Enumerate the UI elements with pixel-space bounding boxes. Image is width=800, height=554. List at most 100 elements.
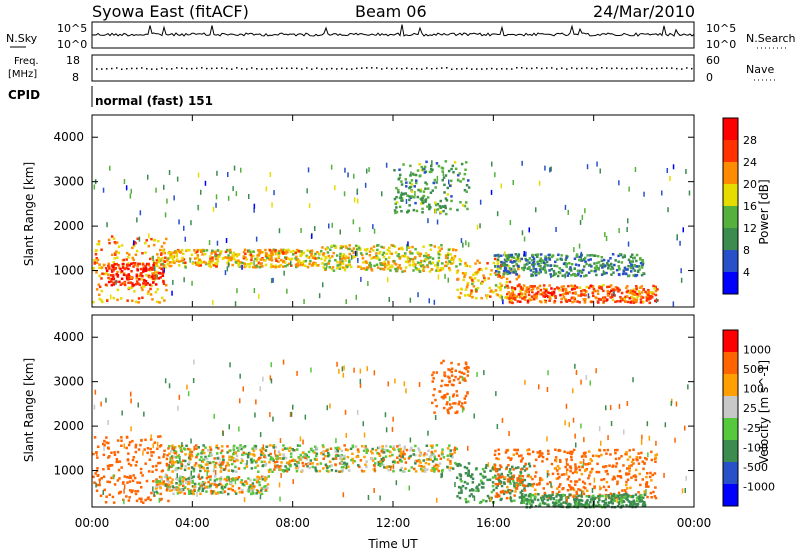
heatmap-cell: [685, 169, 687, 174]
heatmap-cell: [443, 264, 447, 268]
heatmap-cell: [534, 268, 538, 271]
heatmap-cell: [207, 461, 210, 465]
heatmap-cell: [450, 367, 454, 370]
heatmap-cell: [127, 286, 131, 290]
heatmap-cell: [320, 452, 323, 455]
heatmap-cell: [154, 270, 157, 273]
heatmap-cell: [347, 247, 350, 251]
heatmap-cell: [434, 415, 437, 420]
heatmap-cell: [580, 292, 583, 296]
heatmap-cell: [264, 488, 268, 492]
heatmap-cell: [209, 475, 212, 478]
heatmap-cell: [170, 480, 173, 484]
heatmap-cell: [519, 483, 522, 487]
heatmap-cell: [393, 259, 396, 263]
heatmap-cell: [381, 191, 383, 197]
heatmap-cell: [147, 268, 151, 271]
heatmap-cell: [151, 298, 154, 301]
heatmap-cell: [193, 488, 196, 492]
heatmap-cell: [347, 256, 350, 259]
heatmap-cell: [595, 273, 598, 277]
heatmap-cell: [156, 271, 159, 274]
heatmap-cell: [393, 209, 397, 212]
heatmap-cell: [251, 447, 254, 450]
heatmap-cell: [384, 258, 388, 261]
heatmap-cell: [564, 297, 567, 301]
heatmap-cell: [547, 504, 551, 508]
heatmap-cell: [595, 264, 598, 268]
heatmap-cell: [446, 254, 450, 257]
heatmap-cell: [382, 251, 386, 254]
heatmap-cell: [464, 261, 467, 265]
heatmap-cell: [208, 461, 212, 464]
power-data: [92, 160, 691, 307]
heatmap-cell: [483, 276, 486, 280]
heatmap-cell: [554, 448, 557, 451]
heatmap-cell: [645, 458, 648, 461]
heatmap-cell: [200, 189, 202, 195]
heatmap-cell: [298, 444, 302, 447]
heatmap-cell: [232, 251, 236, 254]
heatmap-cell: [247, 490, 251, 493]
heatmap-cell: [171, 290, 173, 296]
heatmap-cell: [193, 485, 196, 488]
heatmap-cell: [655, 440, 657, 446]
heatmap-cell: [557, 485, 561, 488]
heatmap-cell: [179, 482, 182, 486]
heatmap-cell: [271, 202, 273, 208]
heatmap-cell: [229, 482, 233, 485]
heatmap-cell: [584, 455, 587, 458]
frequency-dot: [556, 68, 558, 70]
heatmap-cell: [339, 455, 343, 458]
heatmap-cell: [549, 167, 551, 173]
heatmap-cell: [436, 208, 440, 211]
heatmap-cell: [381, 253, 385, 257]
heatmap-cell: [611, 287, 614, 291]
heatmap-cell: [322, 457, 325, 460]
heatmap-cell: [193, 249, 196, 252]
heatmap-cell: [610, 273, 613, 276]
heatmap-cell: [445, 402, 448, 406]
heatmap-cell: [578, 255, 581, 259]
heatmap-cell: [540, 267, 543, 270]
frequency-dot: [336, 68, 338, 70]
heatmap-cell: [647, 293, 650, 297]
heatmap-cell: [396, 456, 399, 459]
heatmap-cell: [373, 256, 376, 259]
heatmap-cell: [92, 452, 95, 456]
heatmap-cell: [479, 199, 482, 205]
heatmap-cell: [526, 448, 529, 452]
heatmap-cell: [569, 266, 572, 269]
heatmap-cell: [497, 255, 501, 258]
frequency-dot: [156, 68, 158, 70]
heatmap-cell: [370, 257, 373, 260]
heatmap-cell: [403, 381, 406, 387]
heatmap-cell: [284, 252, 288, 255]
heatmap-cell: [393, 169, 396, 172]
heatmap-cell: [227, 262, 230, 268]
heatmap-cell: [105, 495, 108, 498]
heatmap-cell: [450, 195, 453, 198]
heatmap-cell: [630, 260, 633, 263]
heatmap-cell: [585, 375, 588, 380]
heatmap-cell: [261, 464, 264, 468]
heatmap-cell: [365, 451, 368, 454]
heatmap-cell: [183, 277, 185, 283]
heatmap-cell: [238, 426, 240, 432]
heatmap-cell: [364, 463, 367, 466]
heatmap-cell: [127, 273, 130, 276]
frequency-dot: [216, 67, 218, 69]
heatmap-cell: [398, 257, 402, 260]
heatmap-cell: [258, 293, 260, 299]
heatmap-cell: [426, 187, 430, 190]
heatmap-cell: [136, 489, 140, 493]
heatmap-cell: [449, 454, 453, 458]
heatmap-cell: [525, 502, 529, 506]
heatmap-cell: [544, 494, 547, 497]
heatmap-cell: [290, 257, 294, 261]
heatmap-cell: [158, 272, 162, 275]
heatmap-cell: [200, 261, 203, 264]
heatmap-cell: [218, 461, 222, 464]
heatmap-cell: [239, 261, 242, 264]
heatmap-cell: [178, 480, 182, 483]
